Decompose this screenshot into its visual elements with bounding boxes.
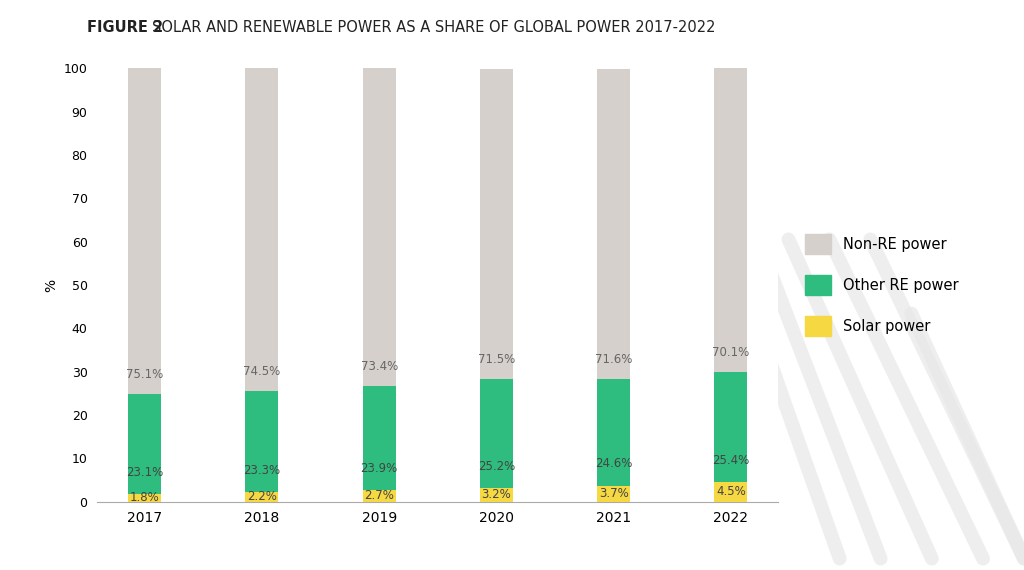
Text: SOLAR AND RENEWABLE POWER AS A SHARE OF GLOBAL POWER 2017-2022: SOLAR AND RENEWABLE POWER AS A SHARE OF … bbox=[152, 20, 715, 35]
Text: 74.5%: 74.5% bbox=[244, 365, 281, 378]
Bar bbox=[362, 386, 395, 490]
Text: 25.4%: 25.4% bbox=[713, 454, 750, 467]
Text: 23.9%: 23.9% bbox=[360, 462, 397, 475]
Text: 3.7%: 3.7% bbox=[599, 487, 629, 500]
Text: 71.6%: 71.6% bbox=[595, 353, 632, 366]
Bar bbox=[597, 379, 630, 486]
Bar bbox=[128, 494, 161, 502]
Y-axis label: %: % bbox=[44, 278, 58, 292]
Bar bbox=[128, 394, 161, 494]
Text: 2.2%: 2.2% bbox=[247, 490, 276, 503]
Text: 23.1%: 23.1% bbox=[126, 466, 163, 479]
Bar bbox=[128, 68, 161, 394]
Bar bbox=[362, 68, 395, 386]
Text: FIGURE 2: FIGURE 2 bbox=[87, 20, 168, 35]
Bar bbox=[480, 488, 513, 502]
Text: 70.1%: 70.1% bbox=[713, 346, 750, 359]
Bar bbox=[246, 492, 279, 502]
Bar bbox=[246, 68, 279, 391]
Text: 2.7%: 2.7% bbox=[365, 489, 394, 502]
Bar bbox=[715, 372, 748, 482]
Bar bbox=[715, 68, 748, 372]
Text: 23.3%: 23.3% bbox=[244, 464, 281, 477]
Text: 75.1%: 75.1% bbox=[126, 368, 163, 381]
Bar bbox=[480, 69, 513, 378]
Legend: Non-RE power, Other RE power, Solar power: Non-RE power, Other RE power, Solar powe… bbox=[799, 228, 965, 342]
Text: 1.8%: 1.8% bbox=[130, 491, 160, 504]
Bar bbox=[246, 391, 279, 492]
Text: 25.2%: 25.2% bbox=[478, 459, 515, 473]
Text: 71.5%: 71.5% bbox=[478, 353, 515, 365]
Bar bbox=[715, 482, 748, 502]
Text: 73.4%: 73.4% bbox=[360, 360, 397, 373]
Bar bbox=[597, 486, 630, 502]
Text: 4.5%: 4.5% bbox=[716, 485, 745, 498]
Text: 3.2%: 3.2% bbox=[481, 488, 511, 501]
Bar bbox=[480, 378, 513, 488]
Bar bbox=[597, 69, 630, 379]
Bar bbox=[362, 490, 395, 502]
Text: 24.6%: 24.6% bbox=[595, 457, 632, 470]
